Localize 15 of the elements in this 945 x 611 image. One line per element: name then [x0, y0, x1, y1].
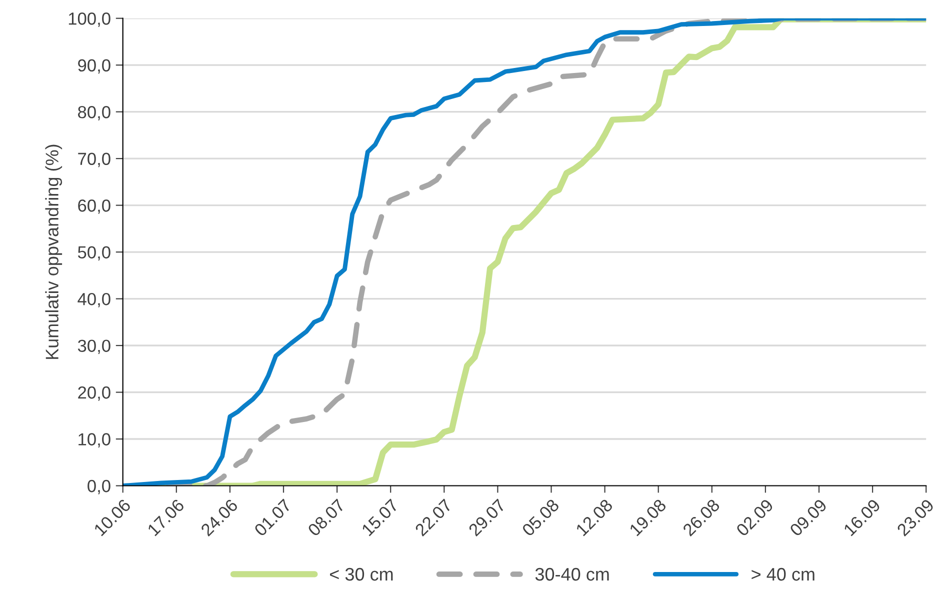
y-tick-label: 20,0 — [78, 386, 110, 401]
y-axis-title: Kumulativ oppvandring (%) — [45, 144, 62, 359]
legend-label: 30-40 cm — [535, 568, 609, 581]
y-tick-label: 0,0 — [88, 480, 110, 494]
legend-label: < 30 cm — [330, 568, 393, 581]
y-tick-label: 90,0 — [78, 59, 110, 74]
y-tick-label: 80,0 — [78, 106, 110, 120]
y-tick-label: 10,0 — [78, 433, 110, 448]
y-tick-label: 100,0 — [68, 12, 110, 27]
y-tick-label: 60,0 — [78, 199, 110, 214]
legend-label: > 40 cm — [752, 568, 814, 581]
y-tick-label: 50,0 — [78, 246, 110, 261]
y-tick-label: 30,0 — [78, 340, 110, 354]
y-tick-label: 40,0 — [78, 292, 110, 308]
y-tick-label: 70,0 — [78, 152, 110, 168]
